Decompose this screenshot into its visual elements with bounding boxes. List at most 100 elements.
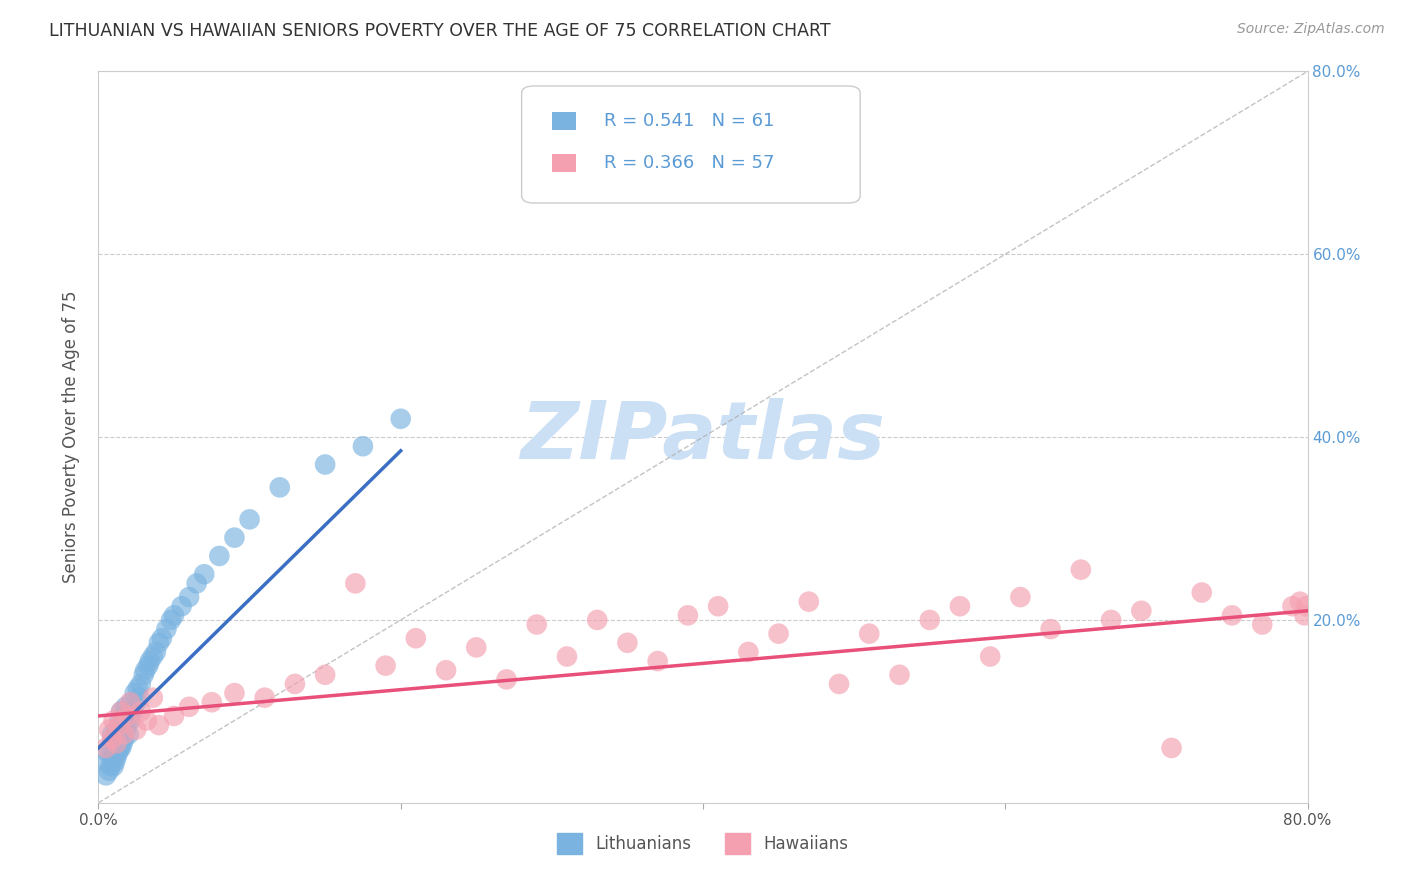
FancyBboxPatch shape — [551, 153, 576, 172]
Point — [1070, 563, 1092, 577]
Point — [101, 750, 124, 764]
Point — [103, 714, 125, 728]
Point — [127, 681, 149, 696]
FancyBboxPatch shape — [551, 112, 576, 130]
Point — [111, 736, 134, 750]
Point — [135, 714, 157, 728]
Point — [160, 613, 183, 627]
Point — [122, 705, 145, 719]
Point — [101, 731, 124, 746]
Point — [125, 723, 148, 737]
Point — [105, 750, 128, 764]
Point — [239, 512, 262, 526]
Point — [107, 727, 129, 741]
Point — [108, 714, 131, 728]
Point — [344, 576, 367, 591]
Point — [139, 654, 162, 668]
Point — [949, 599, 972, 614]
Point — [179, 699, 201, 714]
FancyBboxPatch shape — [522, 86, 860, 203]
Text: R = 0.541   N = 61: R = 0.541 N = 61 — [603, 112, 775, 130]
Text: Source: ZipAtlas.com: Source: ZipAtlas.com — [1237, 22, 1385, 37]
Point — [148, 636, 170, 650]
Point — [118, 705, 141, 719]
Point — [616, 636, 638, 650]
Point — [768, 626, 790, 640]
Point — [647, 654, 669, 668]
Point — [98, 764, 121, 778]
Point — [201, 695, 224, 709]
Point — [155, 622, 177, 636]
Point — [163, 709, 186, 723]
Point — [115, 709, 138, 723]
Point — [676, 608, 699, 623]
Point — [828, 677, 851, 691]
Point — [208, 549, 231, 563]
Point — [100, 740, 122, 755]
Point — [918, 613, 941, 627]
Point — [104, 755, 127, 769]
Point — [374, 658, 396, 673]
Point — [389, 412, 412, 426]
Point — [1281, 599, 1303, 614]
Point — [1295, 599, 1317, 614]
Point — [136, 658, 159, 673]
Point — [526, 617, 548, 632]
Legend: Lithuanians, Hawaiians: Lithuanians, Hawaiians — [551, 827, 855, 860]
Point — [434, 663, 457, 677]
Point — [129, 677, 152, 691]
Point — [112, 731, 135, 746]
Point — [94, 768, 117, 782]
Text: LITHUANIAN VS HAWAIIAN SENIORS POVERTY OVER THE AGE OF 75 CORRELATION CHART: LITHUANIAN VS HAWAIIAN SENIORS POVERTY O… — [49, 22, 831, 40]
Point — [737, 645, 759, 659]
Point — [1039, 622, 1062, 636]
Point — [110, 705, 132, 719]
Point — [269, 480, 291, 494]
Point — [186, 576, 208, 591]
Point — [115, 718, 138, 732]
Point — [114, 723, 136, 737]
Point — [193, 567, 215, 582]
Point — [94, 740, 117, 755]
Point — [1251, 617, 1274, 632]
Point — [103, 746, 125, 760]
Point — [170, 599, 193, 614]
Point — [797, 594, 820, 608]
Point — [112, 709, 135, 723]
Point — [96, 746, 118, 760]
Point — [150, 632, 173, 646]
Point — [142, 649, 165, 664]
Point — [129, 705, 152, 719]
Point — [121, 695, 143, 709]
Point — [101, 727, 124, 741]
Point — [124, 686, 146, 700]
Point — [314, 458, 336, 472]
Point — [107, 746, 129, 760]
Point — [112, 727, 135, 741]
Point — [114, 699, 136, 714]
Point — [142, 690, 165, 705]
Point — [108, 740, 131, 755]
Point — [100, 759, 122, 773]
Point — [352, 439, 374, 453]
Point — [110, 705, 132, 719]
Point — [105, 723, 128, 737]
Point — [224, 686, 246, 700]
Point — [405, 632, 427, 646]
Point — [1289, 594, 1312, 608]
Point — [586, 613, 609, 627]
Point — [163, 608, 186, 623]
Point — [145, 645, 167, 659]
Point — [1191, 585, 1213, 599]
Point — [465, 640, 488, 655]
Point — [104, 736, 127, 750]
Point — [120, 714, 142, 728]
Point — [284, 677, 307, 691]
Point — [110, 727, 132, 741]
Point — [495, 673, 517, 687]
Point — [314, 667, 336, 681]
Point — [118, 727, 141, 741]
Text: ZIPatlas: ZIPatlas — [520, 398, 886, 476]
Point — [1130, 604, 1153, 618]
Point — [111, 718, 134, 732]
